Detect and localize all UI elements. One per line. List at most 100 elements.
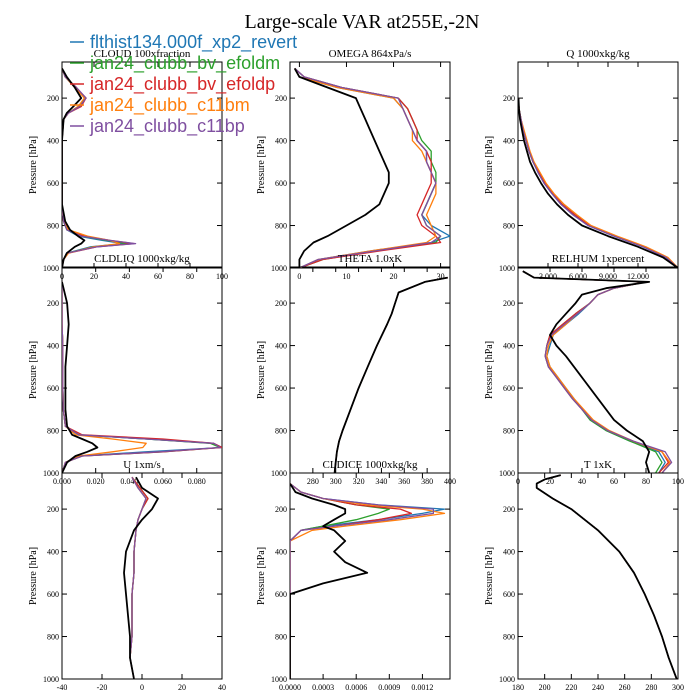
x-tick-label: 340: [375, 477, 387, 486]
x-tick-label: 20: [178, 683, 186, 692]
x-tick-label: 40: [218, 683, 226, 692]
y-tick-label: 1000: [43, 469, 59, 478]
x-tick-label: 0: [297, 272, 301, 281]
series-line-jan24-clubb-bv-efoldm: [518, 98, 678, 268]
x-tick-label: 10: [342, 272, 350, 281]
legend-item: jan24_clubb_bv_efoldm: [70, 53, 280, 74]
x-tick-label: 0.0009: [378, 683, 400, 692]
y-tick-label: 800: [275, 222, 287, 231]
x-tick-label: 200: [539, 683, 551, 692]
series-line-flthist134-000f-xp2-revert: [62, 281, 222, 473]
x-tick-label: 80: [642, 477, 650, 486]
x-tick-label: 320: [353, 477, 365, 486]
y-tick-label: 600: [47, 590, 59, 599]
plot-frame: [517, 266, 679, 474]
panel-title: OMEGA 864xPa/s: [329, 48, 412, 60]
series-line-jan24-clubb-c11bp: [522, 270, 673, 473]
y-tick-label: 400: [47, 137, 59, 146]
x-tick-label: 20: [546, 477, 554, 486]
plot-frame: [517, 61, 679, 269]
x-tick-label: -40: [57, 683, 68, 692]
series-line-flthist134-000f-xp2-revert: [536, 474, 678, 679]
x-tick-label: 0.020: [87, 477, 105, 486]
panel-6: RELHUM 1xpercent Pressure [hPa] 200 400 600 8…: [484, 253, 684, 486]
series-line-jan24-clubb-c11bm: [522, 270, 671, 473]
legend-label: flthist134.000f_xp2_revert: [90, 32, 297, 53]
y-tick-label: 800: [47, 633, 59, 642]
panel-title: T 1xK: [584, 459, 612, 471]
y-axis-label: Pressure [hPa]: [256, 341, 267, 399]
x-tick-label: 300: [672, 683, 684, 692]
series-line-jan24-clubb-c11bp: [62, 68, 137, 268]
series-line-jan24-clubb-c11bm: [536, 474, 678, 679]
y-tick-label: 600: [503, 179, 515, 188]
series-line-jan24-clubb-bv-efoldm: [290, 483, 390, 679]
series-line-flthist134-000f-xp2-revert: [518, 98, 678, 268]
y-tick-label: 1000: [499, 264, 515, 273]
legend: flthist134.000f_xp2_revertjan24_clubb_bv…: [70, 32, 297, 137]
series-line-jan24-clubb-bv-efoldp: [129, 476, 149, 679]
x-tick-label: 0.0000: [279, 683, 301, 692]
panel-title: CLDLIQ 1000xkg/kg: [94, 253, 190, 265]
panel-title: Q 1000xkg/kg: [566, 48, 630, 60]
x-tick-label: 80: [186, 272, 194, 281]
y-tick-label: 600: [503, 384, 515, 393]
series-group: [535, 474, 678, 679]
y-tick-label: 1000: [43, 264, 59, 273]
series-group: [62, 67, 137, 268]
series-line-jan24-clubb-bv-efoldp: [333, 276, 448, 473]
y-tick-label: 200: [503, 505, 515, 514]
x-tick-label: 0.0003: [312, 683, 334, 692]
y-axis-label: Pressure [hPa]: [484, 547, 495, 605]
x-tick-label: 60: [154, 272, 162, 281]
y-tick-label: 200: [275, 505, 287, 514]
series-line-jan24-clubb-c11bp: [62, 281, 221, 473]
y-tick-label: 800: [503, 222, 515, 231]
y-tick-label: 1000: [271, 264, 287, 273]
y-tick-label: 600: [275, 590, 287, 599]
y-tick-label: 800: [47, 222, 59, 231]
x-tick-label: 0.0012: [411, 683, 433, 692]
series-group: [123, 476, 159, 679]
x-tick-label: 0.060: [154, 477, 172, 486]
y-tick-label: 400: [503, 548, 515, 557]
series-line-flthist134-000f-xp2-revert: [333, 276, 448, 473]
series-line-jan24-clubb-bv-efoldm: [333, 276, 448, 473]
legend-label: jan24_clubb_c11bm: [89, 95, 250, 116]
x-tick-label: 180: [512, 683, 524, 692]
x-tick-label: 20: [90, 272, 98, 281]
plot-frame: [289, 266, 451, 474]
series-line-jan24-clubb-bv-efoldm: [294, 67, 442, 268]
y-tick-label: 200: [47, 299, 59, 308]
series-line-jan24-clubb-c11bp: [518, 98, 678, 268]
y-tick-label: 1000: [43, 675, 59, 684]
series-line-jan24-clubb-bv-efoldm: [129, 476, 149, 679]
y-tick-label: 200: [275, 299, 287, 308]
series-line-jan24-clubb-bv-efoldp: [536, 474, 678, 679]
plot-frame: [61, 472, 223, 680]
y-tick-label: 600: [47, 384, 59, 393]
y-tick-label: 1000: [271, 469, 287, 478]
series-line-jan24-clubb-bv-efoldp: [290, 483, 413, 679]
series-line-control: [62, 281, 99, 473]
legend-item: jan24_clubb_c11bm: [70, 95, 250, 116]
series-group: [62, 281, 222, 473]
series-line-jan24-clubb-bv-efoldp: [62, 281, 222, 473]
x-tick-label: 0.0006: [345, 683, 367, 692]
legend-item: jan24_clubb_c11bp: [70, 116, 245, 137]
x-tick-label: 300: [330, 477, 342, 486]
y-axis-label: Pressure [hPa]: [28, 547, 39, 605]
x-tick-label: 0.080: [188, 477, 206, 486]
series-line-control: [518, 98, 678, 268]
y-tick-label: 1000: [499, 675, 515, 684]
y-tick-label: 400: [47, 548, 59, 557]
series-group: [293, 67, 450, 268]
x-tick-label: 260: [619, 683, 631, 692]
plot-frame: [517, 472, 679, 680]
y-axis-label: Pressure [hPa]: [256, 547, 267, 605]
